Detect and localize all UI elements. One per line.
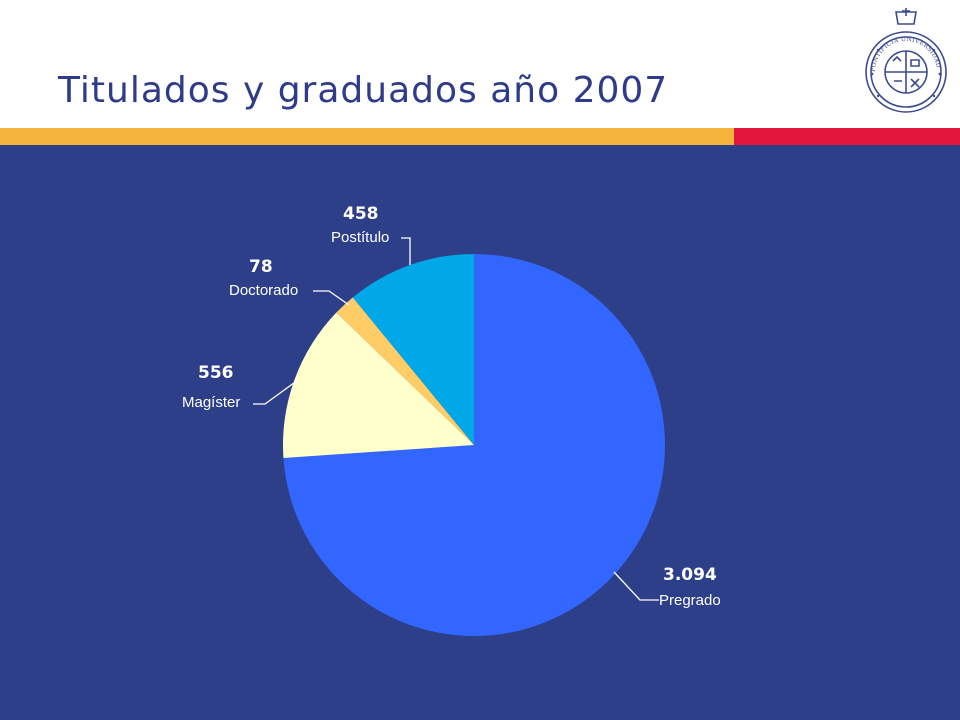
category-label-magister: Magíster: [182, 394, 240, 411]
page-title: Titulados y graduados año 2007: [58, 70, 669, 111]
category-label-doctorado: Doctorado: [229, 282, 298, 299]
leader-line-magister: [253, 379, 299, 405]
pie-slice-magister: [283, 312, 474, 459]
pie-slice-postitulo: [352, 254, 474, 445]
accent-stripe-red: [734, 128, 960, 145]
data-label-doctorado: 78: [249, 257, 273, 277]
university-seal-icon: PONTIFICIA UNIVERSIDAD CATOLICA DE CHILE: [864, 8, 947, 113]
pie-slice-doctorado: [336, 297, 474, 445]
data-label-magister: 556: [198, 363, 234, 383]
category-label-postitulo: Postítulo: [331, 229, 389, 246]
leader-line-pregrado: [613, 571, 659, 601]
leader-line-doctorado: [313, 290, 350, 306]
header: Titulados y graduados año 2007 PONTIFICI…: [0, 0, 960, 128]
pie-slice-pregrado: [283, 254, 665, 636]
leader-line-postitulo: [401, 237, 411, 265]
accent-stripe-yellow: [0, 128, 734, 145]
category-label-pregrado: Pregrado: [659, 592, 721, 609]
data-label-pregrado: 3.094: [663, 565, 717, 585]
data-label-postitulo: 458: [343, 204, 379, 224]
